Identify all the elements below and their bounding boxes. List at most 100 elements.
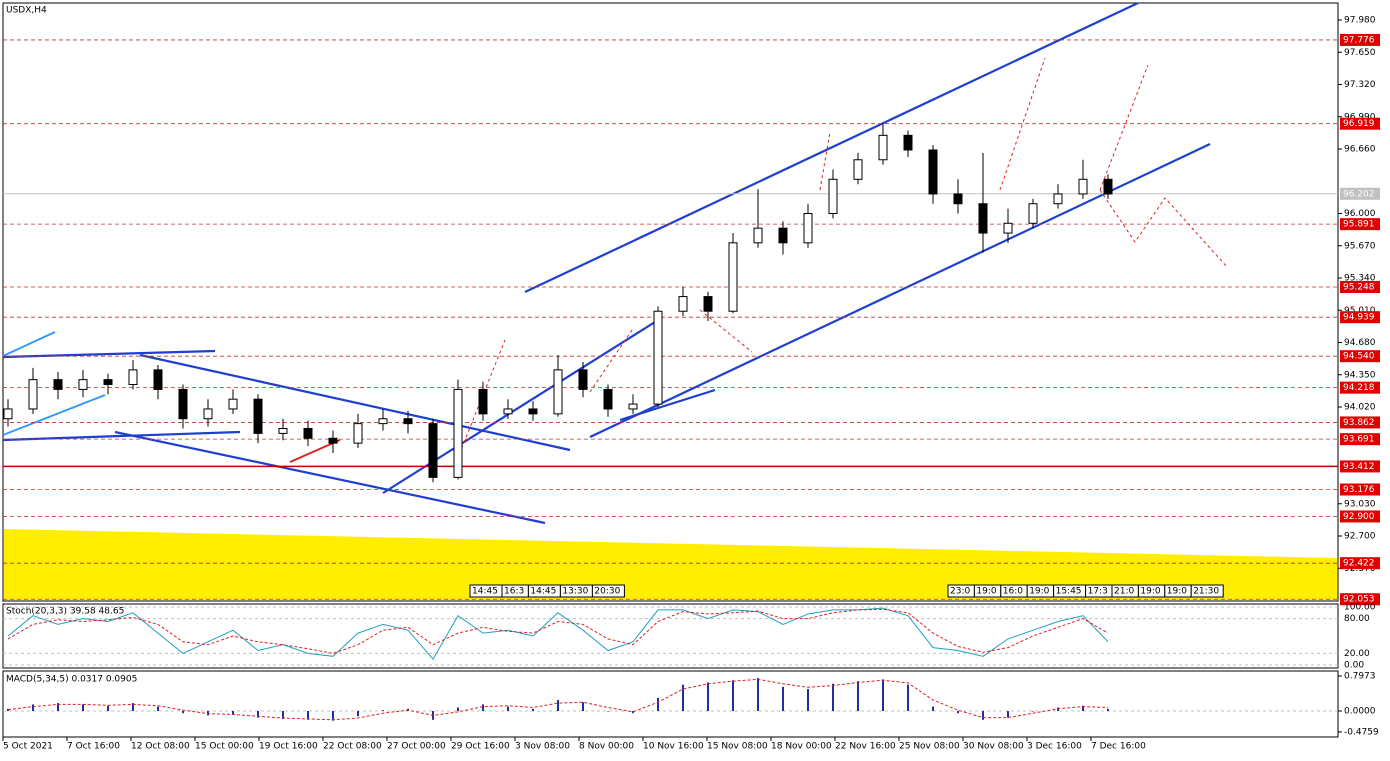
level-label: 92.422	[1343, 559, 1375, 569]
macd-signal	[7, 678, 1109, 721]
level-label: 95.248	[1343, 282, 1375, 292]
level-label: 93.412	[1343, 462, 1375, 472]
y-tick-label: 96.000	[1344, 209, 1376, 219]
macd-bar	[807, 689, 809, 711]
stoch-signal	[7, 608, 1109, 654]
y-tick-label: 95.670	[1344, 241, 1376, 251]
macd-bar	[582, 702, 584, 711]
level-label-box	[1340, 280, 1380, 293]
macd-bar	[857, 681, 859, 711]
level-label-box	[1340, 593, 1380, 606]
macd-bar	[757, 678, 759, 711]
x-tick-label: 3 Dec 16:00	[1027, 742, 1082, 752]
time-label-box	[591, 584, 625, 598]
y-tick-label: 95.340	[1344, 274, 1376, 284]
trend-line	[2, 394, 106, 436]
time-label: 14:45	[530, 587, 556, 597]
candle-body	[253, 398, 263, 434]
level-label-box	[1340, 311, 1380, 324]
x-tick-label: 18 Nov 00:00	[771, 742, 832, 752]
arrow	[1099, 189, 1229, 269]
candle-body	[328, 437, 338, 444]
stoch-main	[7, 607, 1109, 661]
x-tick-label: 22 Oct 08:00	[323, 742, 382, 752]
time-label: 19:0	[1140, 587, 1160, 597]
level-label: 94.939	[1343, 313, 1375, 323]
time-label: 16:0	[1003, 587, 1023, 597]
trend-line	[524, 2, 1139, 293]
time-label: 17:3	[1088, 587, 1108, 597]
candle-body	[928, 149, 938, 195]
macd-bar	[182, 711, 184, 714]
candle-body	[478, 388, 488, 415]
trend-line	[139, 353, 571, 452]
level-label-box	[1340, 416, 1380, 429]
candle-body	[753, 227, 763, 244]
level-label-box	[1340, 33, 1380, 46]
y-tick-label: 93.030	[1344, 499, 1376, 509]
stoch-panel	[2, 603, 1339, 669]
macd-bar	[607, 711, 609, 712]
level-label-box	[1340, 381, 1380, 394]
macd-bar	[457, 707, 459, 711]
macd-bar	[1032, 711, 1034, 712]
arrow	[589, 329, 633, 393]
candle-body	[303, 428, 313, 439]
x-tick-label: 22 Nov 16:00	[835, 742, 896, 752]
level-label-box	[1340, 510, 1380, 523]
time-label: 13:30	[562, 587, 588, 597]
macd-bar	[257, 711, 259, 718]
y-tick-label: 96.990	[1344, 112, 1376, 122]
candle-body	[903, 134, 913, 151]
level-label: 93.862	[1343, 418, 1375, 428]
macd-bar	[307, 711, 309, 720]
x-tick-label: 3 Nov 08:00	[515, 742, 570, 752]
trend-line	[2, 430, 241, 442]
candle-body	[128, 369, 138, 386]
macd-bar	[7, 708, 9, 711]
macd-bar	[932, 706, 934, 711]
x-tick-label: 15 Oct 00:00	[195, 742, 254, 752]
arrow	[819, 131, 831, 191]
y-tick-label: 0.0000	[1344, 707, 1376, 717]
arrow	[999, 57, 1046, 191]
candle-body	[503, 408, 513, 415]
level-label: 95.891	[1343, 220, 1375, 230]
x-tick-label: 30 Nov 08:00	[963, 742, 1024, 752]
y-tick-label: 0.00	[1344, 661, 1364, 671]
candle-body	[878, 134, 888, 161]
x-tick-label: 15 Nov 08:00	[707, 742, 768, 752]
y-tick-label: 0.7973	[1344, 671, 1376, 681]
candle-body	[778, 227, 788, 244]
candle-body	[3, 408, 13, 420]
time-label-box	[1190, 584, 1224, 598]
time-label: 23:0	[950, 587, 970, 597]
candle-body	[578, 369, 588, 390]
macd-bar	[1107, 708, 1109, 711]
time-label: 21:0	[1114, 587, 1134, 597]
level-label-box	[1340, 218, 1380, 231]
candle-body	[403, 418, 413, 425]
candle-body	[678, 296, 688, 312]
macd-bar	[957, 711, 959, 714]
level-label-box	[1340, 483, 1380, 496]
x-tick-label: 8 Nov 00:00	[579, 742, 634, 752]
y-tick-label: 100.00	[1344, 603, 1376, 613]
macd-bar	[707, 682, 709, 711]
macd-panel	[2, 670, 1339, 738]
macd-bar	[732, 680, 734, 711]
stoch-title: Stoch(20,3,3) 39.58 48.65	[6, 607, 124, 617]
candle-body	[353, 423, 363, 444]
x-tick-label: 27 Oct 00:00	[387, 742, 446, 752]
candle-body	[703, 296, 713, 312]
time-label: 21:30	[1193, 587, 1219, 597]
level-label: 94.540	[1343, 352, 1375, 362]
macd-bar	[332, 711, 334, 721]
candle-body	[978, 203, 988, 234]
candle-body	[953, 193, 963, 205]
macd-bar	[832, 683, 834, 711]
y-tick-label: 96.660	[1344, 145, 1376, 155]
candle-body	[28, 379, 38, 410]
level-label-box	[1340, 117, 1380, 130]
candle-body	[628, 403, 638, 410]
